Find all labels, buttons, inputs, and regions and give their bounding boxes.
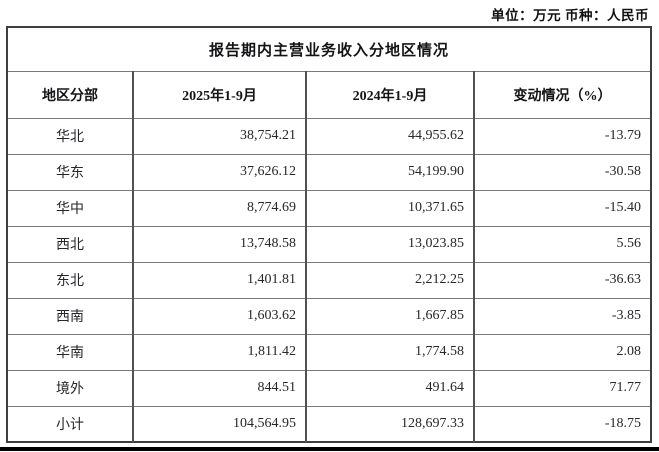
table-row: 华北 38,754.21 44,955.62 -13.79 <box>7 117 652 155</box>
value-2024-cell: 128,697.33 <box>305 405 474 443</box>
table-row: 东北 1,401.81 2,212.25 -36.63 <box>7 261 652 299</box>
value-2024-cell: 13,023.85 <box>305 225 474 263</box>
table-row: 华东 37,626.12 54,199.90 -30.58 <box>7 153 652 191</box>
region-cell: 西北 <box>7 225 133 263</box>
region-cell: 境外 <box>7 369 133 407</box>
change-cell: -13.79 <box>472 117 652 155</box>
value-2024-cell: 54,199.90 <box>305 153 474 191</box>
value-2025-cell: 1,603.62 <box>132 297 306 335</box>
value-2025-cell: 8,774.69 <box>132 189 306 227</box>
region-cell: 小计 <box>7 405 133 443</box>
change-cell: -18.75 <box>472 405 652 443</box>
column-header-change: 变动情况（%） <box>472 70 652 119</box>
value-2025-cell: 104,564.95 <box>132 405 306 443</box>
table-row: 西北 13,748.58 13,023.85 5.56 <box>7 225 652 263</box>
value-2024-cell: 1,774.58 <box>305 333 474 371</box>
region-cell: 华南 <box>7 333 133 371</box>
value-2025-cell: 38,754.21 <box>132 117 306 155</box>
table-title-row: 报告期内主营业务收入分地区情况 <box>7 26 652 72</box>
region-cell: 西南 <box>7 297 133 335</box>
region-cell: 华北 <box>7 117 133 155</box>
change-cell: -30.58 <box>472 153 652 191</box>
value-2025-cell: 1,401.81 <box>132 261 306 299</box>
table-row: 华中 8,774.69 10,371.65 -15.40 <box>7 189 652 227</box>
table-row: 境外 844.51 491.64 71.77 <box>7 369 652 407</box>
column-header-2025: 2025年1-9月 <box>132 70 306 119</box>
table-title: 报告期内主营业务收入分地区情况 <box>7 26 652 72</box>
value-2024-cell: 10,371.65 <box>305 189 474 227</box>
change-cell: -36.63 <box>472 261 652 299</box>
value-2024-cell: 2,212.25 <box>305 261 474 299</box>
page-bottom-rule <box>0 447 659 451</box>
value-2025-cell: 37,626.12 <box>132 153 306 191</box>
change-cell: 2.08 <box>472 333 652 371</box>
value-2025-cell: 1,811.42 <box>132 333 306 371</box>
table-row-subtotal: 小计 104,564.95 128,697.33 -18.75 <box>7 405 652 443</box>
column-header-region: 地区分部 <box>7 70 133 119</box>
region-cell: 华中 <box>7 189 133 227</box>
table-row: 华南 1,811.42 1,774.58 2.08 <box>7 333 652 371</box>
value-2025-cell: 844.51 <box>132 369 306 407</box>
change-cell: -3.85 <box>472 297 652 335</box>
revenue-by-region-table: 报告期内主营业务收入分地区情况 地区分部 2025年1-9月 2024年1-9月… <box>6 26 653 443</box>
change-cell: 5.56 <box>472 225 652 263</box>
change-cell: 71.77 <box>472 369 652 407</box>
region-cell: 华东 <box>7 153 133 191</box>
value-2024-cell: 44,955.62 <box>305 117 474 155</box>
value-2025-cell: 13,748.58 <box>132 225 306 263</box>
region-cell: 东北 <box>7 261 133 299</box>
column-header-2024: 2024年1-9月 <box>305 70 474 119</box>
value-2024-cell: 1,667.85 <box>305 297 474 335</box>
table-row: 西南 1,603.62 1,667.85 -3.85 <box>7 297 652 335</box>
value-2024-cell: 491.64 <box>305 369 474 407</box>
unit-currency-note: 单位：万元 币种：人民币 <box>491 8 649 23</box>
change-cell: -15.40 <box>472 189 652 227</box>
table-header-row: 地区分部 2025年1-9月 2024年1-9月 变动情况（%） <box>7 70 652 119</box>
